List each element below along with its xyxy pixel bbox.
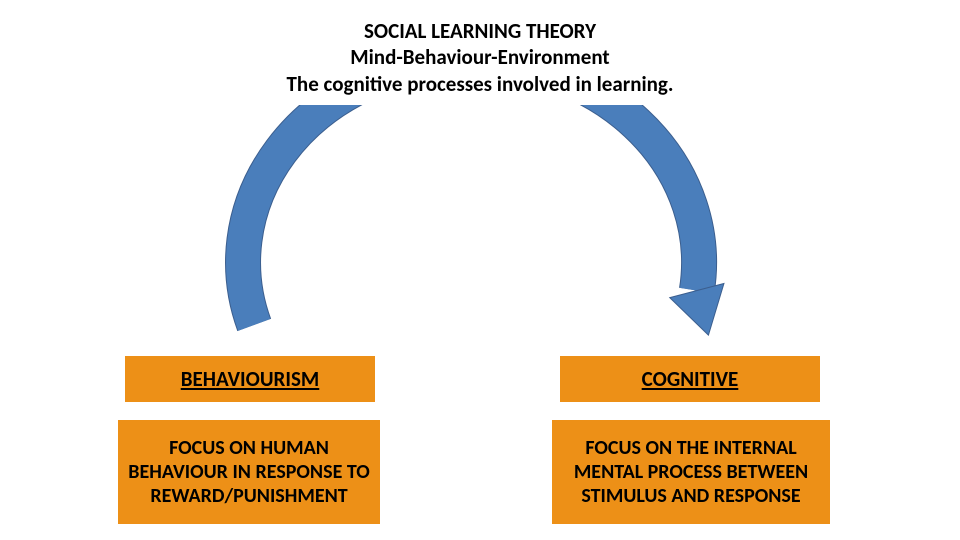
header-line-1: SOCIAL LEARNING THEORY [0,18,960,44]
cognitive-title-box: COGNITIVE [560,356,820,402]
cognitive-body-box: FOCUS ON THE INTERNAL MENTAL PROCESS BET… [552,420,830,524]
cognitive-title-label: COGNITIVE [568,366,812,392]
behaviourism-title-label: BEHAVIOURISM [133,366,367,392]
behaviourism-body-box: FOCUS ON HUMAN BEHAVIOUR IN RESPONSE TO … [118,420,380,524]
header-line-3: The cognitive processes involved in lear… [0,71,960,97]
header-block: SOCIAL LEARNING THEORY Mind-Behaviour-En… [0,18,960,97]
behaviourism-body-label: FOCUS ON HUMAN BEHAVIOUR IN RESPONSE TO … [126,436,372,508]
cognitive-body-label: FOCUS ON THE INTERNAL MENTAL PROCESS BET… [560,436,822,508]
header-line-2: Mind-Behaviour-Environment [0,44,960,70]
behaviourism-title-box: BEHAVIOURISM [125,356,375,402]
arc-arrow [200,105,760,365]
